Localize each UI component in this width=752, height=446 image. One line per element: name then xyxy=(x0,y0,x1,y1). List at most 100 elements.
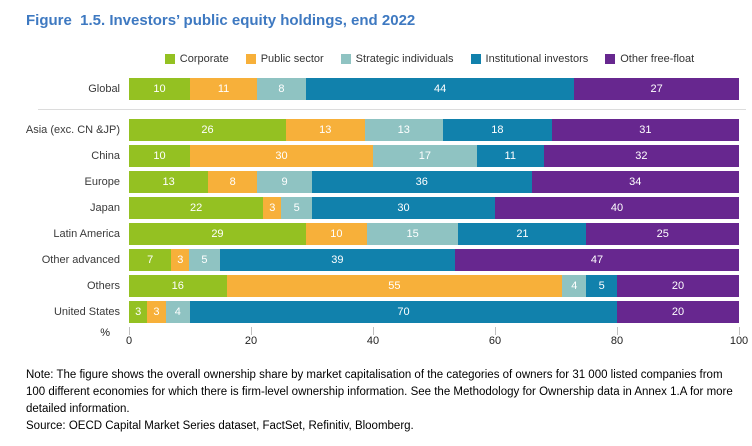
bar-segment-public-sector: 3 xyxy=(263,197,282,219)
row-label: Global xyxy=(88,83,120,95)
bar-value: 16 xyxy=(171,280,184,292)
bar-segment-corporate: 22 xyxy=(129,197,264,219)
bar-value: 10 xyxy=(153,83,166,95)
rows-host: Asia (exc. CN &JP) 26 13 13 18 31 China 10 30 17 1… xyxy=(0,119,752,323)
bar-value: 31 xyxy=(639,124,652,136)
chart-row-other-advanced: Other advanced 7 3 5 39 47 xyxy=(0,249,752,271)
legend: Corporate Public sector Strategic individu… xyxy=(120,53,739,65)
bar-segment-other-free-float: 20 xyxy=(616,275,739,297)
tick-mark xyxy=(617,327,618,335)
chart-row-asia-exc-cn-jp: Asia (exc. CN &JP) 26 13 13 18 31 xyxy=(0,119,752,141)
tick-mark xyxy=(495,327,496,335)
bar-segment-other-free-float: 27 xyxy=(574,78,739,100)
bar-value: 44 xyxy=(433,83,447,95)
bar-value: 3 xyxy=(177,254,184,266)
bar-value: 36 xyxy=(415,176,428,188)
bar-segment-strategic-individuals: 5 xyxy=(281,197,312,219)
tick-label: 80 xyxy=(610,335,624,347)
bar-segment-corporate: 7 xyxy=(129,249,172,271)
bar-segment-institutional-investors: 21 xyxy=(458,223,587,245)
legend-swatch-institutional-investors xyxy=(470,54,481,64)
bar-segment-public-sector: 8 xyxy=(208,171,258,193)
bar-segment-institutional-investors: 36 xyxy=(311,171,532,193)
bar-value: 21 xyxy=(516,228,529,240)
bar-segment-institutional-investors: 70 xyxy=(189,301,617,323)
bar-segment-strategic-individuals: 15 xyxy=(366,223,459,245)
bar-value: 30 xyxy=(275,150,288,162)
bar-value: 34 xyxy=(629,176,642,188)
bar-value: 13 xyxy=(319,124,332,136)
tick-label: 40 xyxy=(366,335,380,347)
bar-value: 18 xyxy=(491,124,504,136)
bar-track: 26 13 13 18 31 xyxy=(129,119,739,141)
bar-value: 39 xyxy=(331,254,344,266)
bar-segment-institutional-investors: 39 xyxy=(219,249,456,271)
tick-mark xyxy=(251,327,252,335)
bar-track: 7 3 5 39 47 xyxy=(129,249,739,271)
bar-segment-other-free-float: 31 xyxy=(551,119,739,141)
legend-swatch-corporate xyxy=(164,54,175,64)
legend-item-other-free-float: Other free-float xyxy=(605,53,694,65)
bar-track: 10 11 8 44 27 xyxy=(129,78,739,100)
bar-segment-strategic-individuals: 5 xyxy=(189,249,220,271)
row-label: United States xyxy=(53,306,120,318)
bar-track: 13 8 9 36 34 xyxy=(129,171,739,193)
bar-value: 29 xyxy=(211,228,224,240)
bar-segment-other-free-float: 40 xyxy=(494,197,739,219)
legend-item-strategic-individuals: Strategic individuals xyxy=(340,53,454,65)
bar-value: 7 xyxy=(147,254,154,266)
bar-segment-other-free-float: 34 xyxy=(531,171,739,193)
bar-segment-strategic-individuals: 9 xyxy=(257,171,312,193)
legend-item-public-sector: Public sector xyxy=(245,53,324,65)
bar-segment-public-sector: 55 xyxy=(226,275,563,297)
bar-value: 20 xyxy=(671,306,685,318)
bar-value: 55 xyxy=(388,280,401,292)
global-row-host: Global 10 11 8 44 27 xyxy=(0,78,752,100)
bar-value: 11 xyxy=(217,83,230,95)
row-label: Other advanced xyxy=(41,254,120,266)
bar-value: 27 xyxy=(650,83,663,95)
bar-value: 5 xyxy=(293,202,300,214)
bar-segment-public-sector: 10 xyxy=(305,223,367,245)
tick-label: 0 xyxy=(125,335,133,347)
bar-value: 8 xyxy=(229,176,236,188)
bar-segment-public-sector: 3 xyxy=(147,301,166,323)
bar-value: 40 xyxy=(610,202,624,214)
legend-item-corporate: Corporate xyxy=(164,53,229,65)
bar-value: 4 xyxy=(571,280,578,292)
chart-row-japan: Japan 22 3 5 30 40 xyxy=(0,197,752,219)
bar-value: 13 xyxy=(162,176,175,188)
bar-segment-public-sector: 30 xyxy=(190,145,373,167)
bar-track: 3 3 4 70 20 xyxy=(129,301,739,323)
bar-segment-strategic-individuals: 17 xyxy=(373,145,477,167)
bar-segment-institutional-investors: 30 xyxy=(311,197,495,219)
legend-label: Other free-float xyxy=(620,53,695,65)
bar-value: 26 xyxy=(201,124,214,136)
bar-segment-strategic-individuals: 4 xyxy=(165,301,190,323)
bar-value: 11 xyxy=(504,150,516,162)
bar-segment-corporate: 10 xyxy=(129,145,190,167)
legend-swatch-public-sector xyxy=(245,54,256,64)
bar-value: 47 xyxy=(590,254,604,266)
bar-segment-institutional-investors: 5 xyxy=(586,275,617,297)
row-label: Japan xyxy=(90,202,120,214)
bar-track: 10 30 17 11 32 xyxy=(129,145,739,167)
bar-segment-public-sector: 13 xyxy=(286,119,365,141)
bar-value: 30 xyxy=(397,202,410,214)
bar-track: 22 3 5 30 40 xyxy=(129,197,739,219)
row-label: Latin America xyxy=(53,228,120,240)
bar-segment-corporate: 3 xyxy=(129,301,148,323)
bar-value: 10 xyxy=(330,228,343,240)
tick-mark xyxy=(373,327,374,335)
bar-value: 8 xyxy=(278,83,285,95)
tick-mark xyxy=(739,327,740,335)
bar-track: 29 10 15 21 25 xyxy=(129,223,739,245)
legend-swatch-strategic-individuals xyxy=(340,54,351,64)
bar-segment-other-free-float: 25 xyxy=(586,223,739,245)
bar-value: 9 xyxy=(281,176,288,188)
bar-value: 22 xyxy=(189,202,203,214)
bar-segment-public-sector: 3 xyxy=(171,249,190,271)
bar-segment-strategic-individuals: 13 xyxy=(364,119,444,141)
bar-segment-corporate: 13 xyxy=(129,171,209,193)
bar-value: 15 xyxy=(406,228,419,240)
